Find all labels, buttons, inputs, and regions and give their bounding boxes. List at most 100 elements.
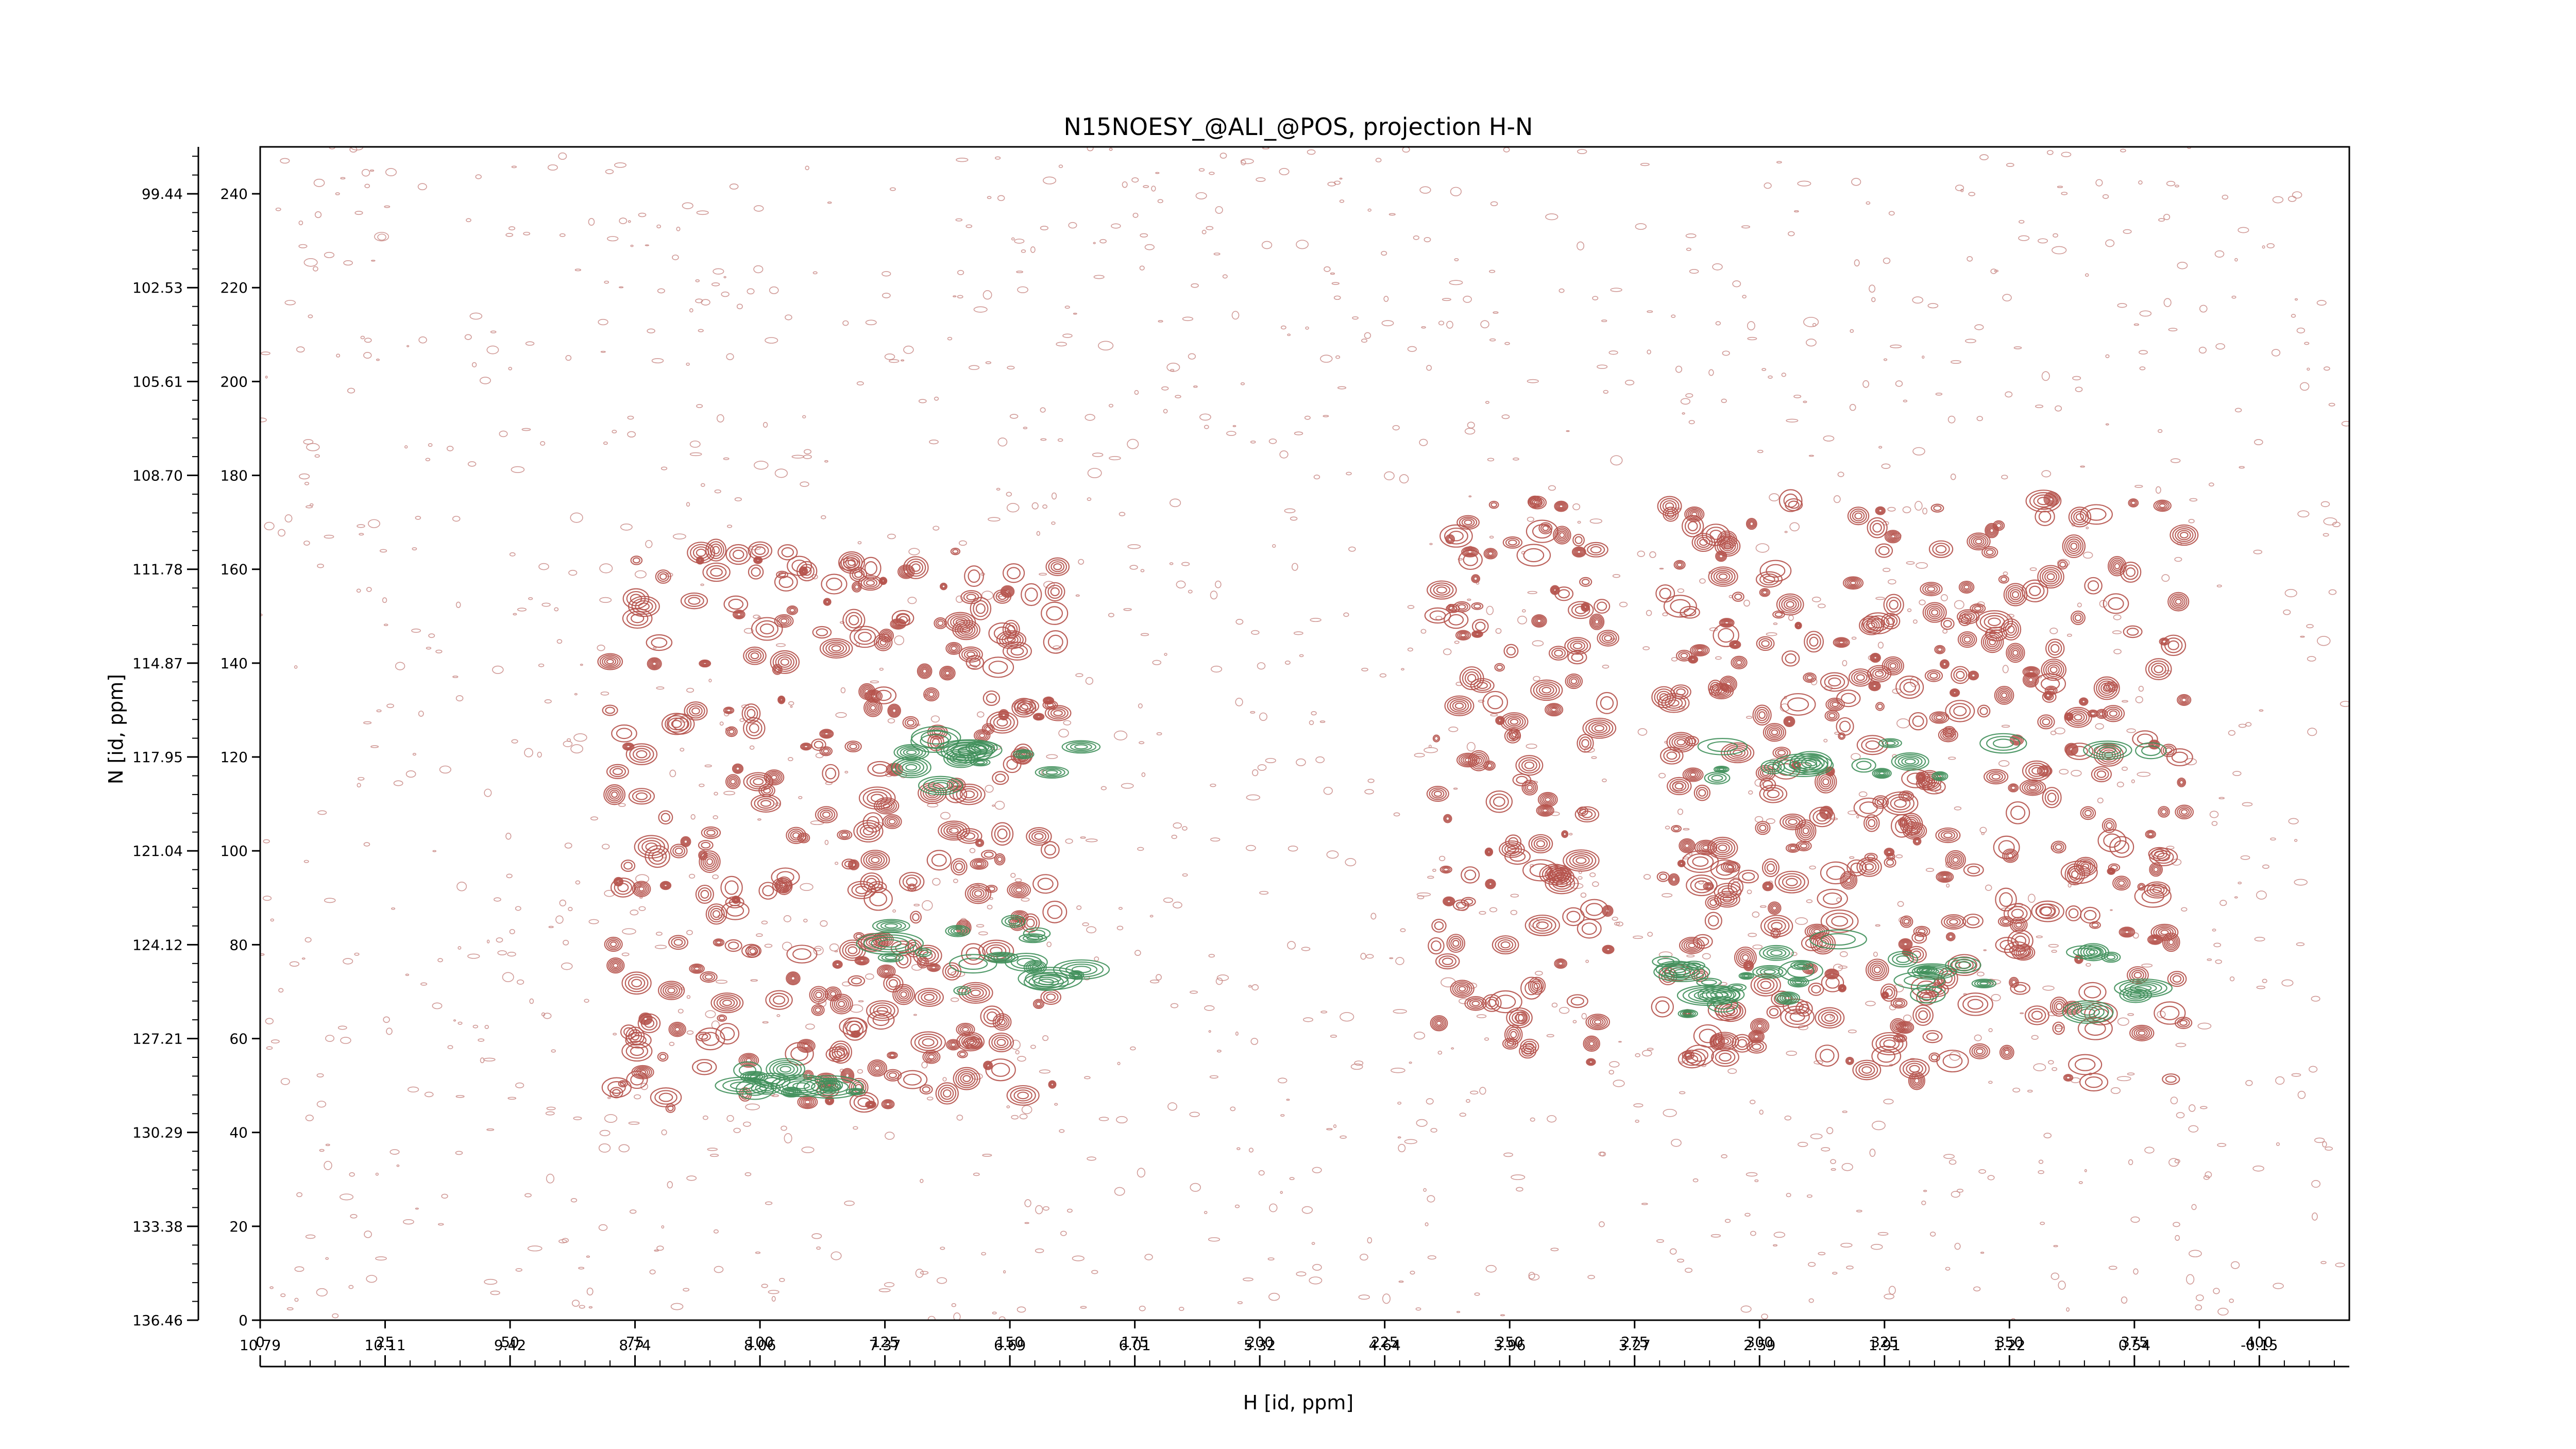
noise-contour (2335, 1262, 2345, 1268)
peak-contour (1822, 778, 1829, 786)
peak-contour (1434, 1019, 1444, 1027)
noise-contour (1307, 149, 1316, 155)
peak-contour (2079, 698, 2088, 705)
noise-contour (1319, 720, 1326, 723)
noise-contour (2120, 148, 2126, 153)
noise-contour (517, 608, 527, 612)
peak-contour (1710, 859, 1740, 880)
noise-contour (374, 232, 389, 242)
peak-contour (1579, 808, 1587, 815)
noise-contour (2037, 238, 2048, 244)
noise-contour (2273, 1283, 2284, 1289)
noise-contour (2238, 723, 2247, 728)
noise-contour (1983, 949, 1987, 951)
peak-contour (712, 910, 721, 918)
peak-contour (1736, 660, 1742, 665)
peak-contour (802, 1042, 811, 1050)
noise-contour (1191, 283, 1199, 288)
peak-contour (2123, 564, 2139, 580)
noise-contour (1204, 425, 1209, 429)
peak-contour (918, 776, 963, 796)
peak-contour (654, 1090, 677, 1105)
noise-contour (1246, 845, 1256, 851)
peak-contour (2001, 692, 2008, 699)
noise-contour (696, 210, 709, 215)
peak-contour (1895, 818, 1909, 833)
peak-contour (606, 659, 614, 665)
peak-contour (667, 987, 676, 994)
peak-contour (2165, 936, 2177, 949)
noise-contour (1199, 413, 1211, 421)
noise-contour (2127, 1013, 2134, 1016)
peak-contour (944, 670, 951, 676)
noise-contour (1258, 1170, 1265, 1176)
peak-contour (2102, 705, 2125, 722)
noise-contour (324, 1160, 332, 1170)
peak-contour (1705, 895, 1722, 910)
noise-contour (701, 299, 710, 306)
peak-contour (773, 995, 786, 1005)
noise-contour (1922, 508, 1928, 515)
noise-contour (714, 489, 721, 494)
noise-contour (1450, 187, 1462, 196)
peak-contour (898, 989, 909, 1000)
peak-contour (1520, 976, 1543, 1000)
peak-contour (1430, 582, 1454, 598)
noise-contour (889, 359, 900, 363)
peak-contour (843, 555, 860, 570)
noise-contour (1850, 329, 1854, 333)
peak-contour (1797, 821, 1815, 840)
noise-contour (1402, 147, 1410, 153)
peak-contour (1971, 1044, 1988, 1058)
peak-contour (983, 724, 993, 734)
peak-contour (1015, 750, 1032, 759)
peak-contour (1931, 609, 1939, 616)
peak-contour (1444, 695, 1475, 716)
peak-contour (609, 941, 617, 948)
peak-contour (1554, 527, 1570, 543)
peak-contour (2084, 1076, 2103, 1088)
noise-contour (1956, 1188, 1963, 1193)
noise-contour (2170, 458, 2181, 463)
peak-contour (620, 860, 636, 872)
noise-contour (2117, 303, 2127, 308)
peak-contour (1823, 892, 1842, 905)
noise-contour (486, 939, 490, 943)
peak-contour (1936, 646, 1944, 653)
noise-contour (800, 481, 809, 487)
peak-contour (1053, 563, 1062, 570)
noise-contour (1426, 365, 1432, 371)
noise-contour (1333, 295, 1341, 300)
peak-contour (844, 740, 862, 753)
noise-contour (1195, 192, 1207, 199)
peak-contour (2097, 829, 2127, 852)
peak-contour (846, 1020, 864, 1038)
noise-contour (1675, 365, 1683, 373)
x-index-tick-label: 275 (1621, 1334, 1648, 1351)
noise-contour (1788, 615, 1794, 621)
noise-contour (1991, 993, 2001, 1002)
peak-contour (1912, 1076, 1921, 1086)
peak-contour (824, 1082, 837, 1089)
noise-contour (1208, 1030, 1211, 1033)
noise-contour (1808, 1261, 1816, 1267)
peak-contour (1944, 727, 1954, 736)
peak-contour (659, 881, 672, 890)
noise-contour (1806, 899, 1813, 903)
noise-contour (1548, 485, 1556, 491)
peak-contour (1485, 879, 1496, 889)
peak-contour (1910, 976, 1942, 998)
peak-contour (637, 885, 647, 893)
noise-contour (820, 920, 828, 927)
peak-contour (1018, 751, 1030, 757)
peak-contour (1530, 498, 1539, 506)
peak-contour (1942, 726, 1956, 737)
peak-contour (1690, 657, 1696, 662)
peak-contour (1994, 686, 2014, 705)
peak-contour (2056, 1003, 2063, 1010)
noise-contour (2239, 466, 2245, 469)
noise-contour (714, 791, 718, 796)
peak-contour (1772, 930, 1779, 937)
peak-contour (1581, 602, 1590, 612)
peak-contour (690, 544, 713, 562)
